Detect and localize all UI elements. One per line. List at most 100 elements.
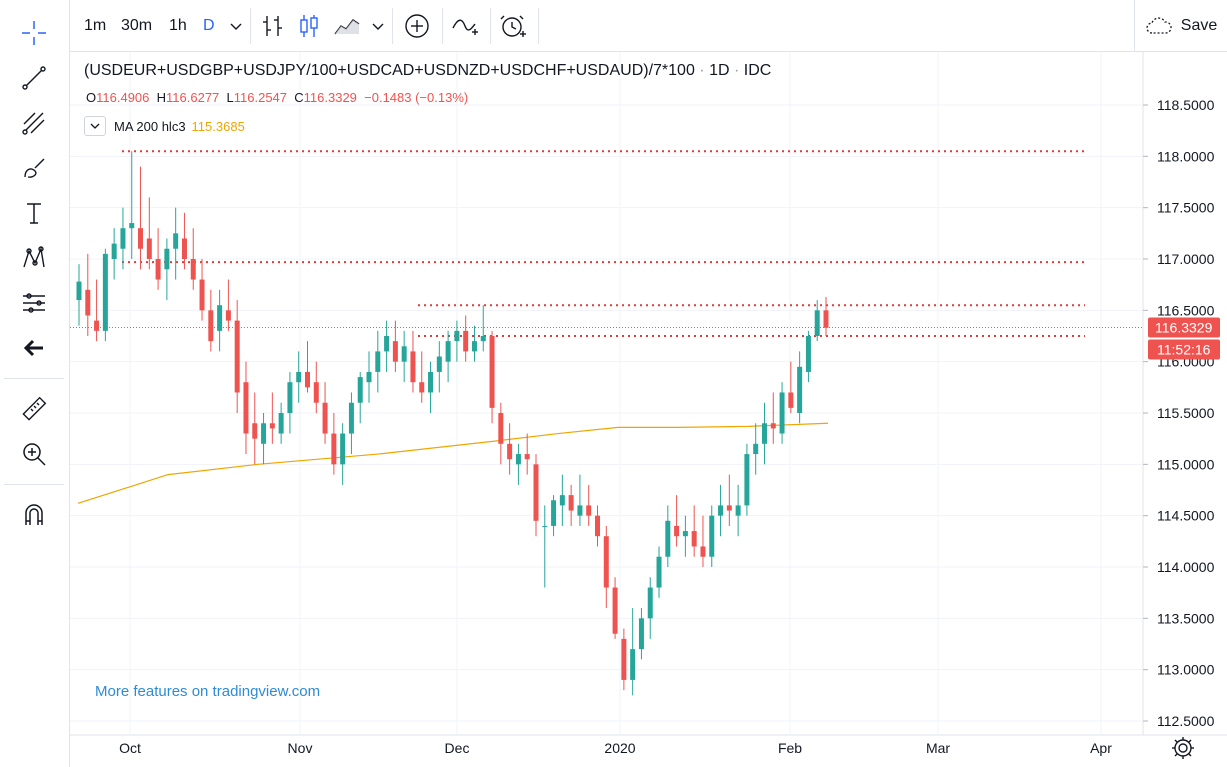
grid-lines <box>70 52 1227 736</box>
bar-style-icon[interactable] <box>258 12 288 40</box>
legend-separator: · <box>733 62 740 79</box>
back-arrow-icon[interactable] <box>14 331 54 365</box>
candle-body <box>269 423 275 429</box>
ma-legend[interactable]: MA 200 hlc3 115.3685 <box>84 116 245 136</box>
y-tick-label: 114.0000 <box>1157 559 1215 575</box>
toolbar-divider <box>392 8 393 44</box>
timeframe-1h[interactable]: 1h <box>169 17 187 34</box>
timeframe-1m[interactable]: 1m <box>84 17 107 34</box>
candle-body <box>155 259 161 280</box>
candle-body <box>700 546 706 557</box>
candle-body <box>392 341 398 362</box>
candle-style-icon[interactable] <box>294 12 324 40</box>
candle <box>735 484 741 537</box>
candle <box>208 289 214 352</box>
candle-body <box>788 392 794 408</box>
candle <box>217 289 223 352</box>
y-tick-label: 113.5000 <box>1157 610 1215 626</box>
trend-line-icon[interactable] <box>14 61 54 95</box>
timeframe-d[interactable]: D <box>203 17 215 34</box>
candle <box>691 505 697 557</box>
candle <box>823 296 829 336</box>
candle <box>498 402 504 465</box>
brush-icon[interactable] <box>14 151 54 185</box>
candle <box>586 484 592 526</box>
symbol-legend[interactable]: (USDEUR+USDGBP+USDJPY/100+USDCAD+USDNZD+… <box>84 62 771 80</box>
candle-body <box>76 281 82 301</box>
tradingview-link[interactable]: More features on tradingview.com <box>95 683 321 700</box>
indicators-icon[interactable] <box>450 12 480 40</box>
candle-body <box>234 320 240 393</box>
chevron-down-icon[interactable] <box>368 12 388 40</box>
price-label-box <box>1148 317 1220 338</box>
candle-body <box>190 259 196 280</box>
y-tick-label: 117.5000 <box>1157 200 1215 216</box>
candle-body <box>428 371 434 393</box>
candle-body <box>568 495 574 511</box>
candle-body <box>779 392 785 434</box>
crosshair-icon[interactable] <box>14 16 54 50</box>
text-icon[interactable] <box>14 196 54 230</box>
change-value: −0.1483 (−0.13%) <box>364 90 469 105</box>
candle <box>102 248 108 342</box>
zoom-icon[interactable] <box>14 437 54 471</box>
toolbar-divider <box>442 8 443 44</box>
alert-icon[interactable] <box>498 12 528 40</box>
candle-body <box>744 454 750 506</box>
toolbar-divider <box>4 378 64 379</box>
horizontal-levels <box>70 150 1143 337</box>
gear-icon[interactable] <box>1170 735 1196 761</box>
candle <box>252 392 258 465</box>
chevron-down-icon[interactable] <box>226 12 246 40</box>
toolbar-divider <box>250 8 251 44</box>
time-scale[interactable]: Oct Nov Dec 2020 Feb Mar Apr <box>119 740 1112 756</box>
candle-body <box>603 536 609 588</box>
price-scale[interactable]: 118.5000 118.0000 117.5000 117.0000 116.5000… <box>1143 97 1220 729</box>
candle <box>489 330 495 424</box>
measure-icon[interactable] <box>14 286 54 320</box>
candle-body <box>770 423 776 429</box>
candle-body <box>146 238 152 259</box>
area-style-icon[interactable] <box>332 12 362 40</box>
candle-body <box>445 341 451 362</box>
candle <box>164 238 170 301</box>
save-label: Save <box>1180 16 1218 34</box>
candle <box>428 361 434 413</box>
timeframe-30m[interactable]: 30m <box>121 17 153 34</box>
candle <box>234 300 240 413</box>
candle <box>595 505 601 547</box>
pitchfork-icon[interactable] <box>14 106 54 140</box>
candle-body <box>533 464 539 521</box>
y-tick-label: 116.5000 <box>1157 302 1215 318</box>
candle-body <box>524 454 530 460</box>
compare-add-icon[interactable] <box>402 12 432 40</box>
candle <box>568 484 574 526</box>
open-value: 116.4906 <box>96 90 150 105</box>
candle-body <box>507 443 513 460</box>
candle <box>243 361 249 455</box>
magnet-icon[interactable] <box>14 498 54 532</box>
collapse-legend-button[interactable] <box>84 116 106 136</box>
ma-line <box>77 422 829 504</box>
y-tick-label: 114.5000 <box>1157 508 1215 524</box>
candle-body <box>489 336 495 408</box>
save-button[interactable]: Save <box>1134 0 1227 51</box>
candle <box>761 402 767 465</box>
pattern-icon[interactable] <box>14 241 54 275</box>
candle-body <box>357 377 363 403</box>
candle <box>647 577 653 639</box>
candle <box>480 305 486 352</box>
legend-separator: · <box>699 62 705 79</box>
candle-body <box>375 351 381 372</box>
candle <box>805 330 811 383</box>
candle <box>190 228 196 290</box>
candle-body <box>401 346 407 362</box>
source-label: IDC <box>743 62 772 79</box>
candle-body <box>384 336 390 352</box>
candle <box>630 608 636 696</box>
ruler-icon[interactable] <box>14 392 54 426</box>
candle-body <box>181 238 187 259</box>
candle-body <box>102 253 108 331</box>
